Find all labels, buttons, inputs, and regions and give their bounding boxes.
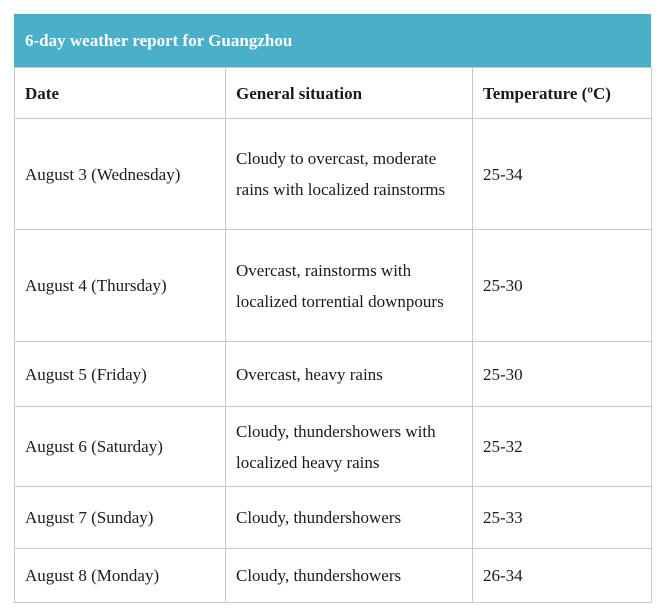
cell-date: August 5 (Friday): [14, 341, 226, 407]
header-row: Date General situation Temperature (ºC): [14, 67, 652, 119]
header-date: Date: [14, 67, 226, 119]
cell-situation: Cloudy, thundershowers: [225, 548, 473, 603]
cell-temperature: 25-30: [472, 341, 652, 407]
table-row: August 3 (Wednesday) Cloudy to overcast,…: [14, 118, 652, 230]
table-row: August 7 (Sunday) Cloudy, thundershowers…: [14, 486, 652, 549]
weather-report: 6-day weather report for Guangzhou Date …: [14, 14, 652, 603]
cell-temperature: 25-33: [472, 486, 652, 549]
cell-date: August 8 (Monday): [14, 548, 226, 603]
weather-table: Date General situation Temperature (ºC) …: [14, 67, 652, 603]
cell-date: August 4 (Thursday): [14, 229, 226, 342]
header-situation: General situation: [225, 67, 473, 119]
table-row: August 5 (Friday) Overcast, heavy rains …: [14, 341, 652, 407]
report-title: 6-day weather report for Guangzhou: [14, 14, 651, 67]
cell-situation: Overcast, rainstorms with localized torr…: [225, 229, 473, 342]
table-row: August 6 (Saturday) Cloudy, thundershowe…: [14, 406, 652, 487]
cell-temperature: 25-30: [472, 229, 652, 342]
cell-situation: Overcast, heavy rains: [225, 341, 473, 407]
cell-situation: Cloudy, thundershowers: [225, 486, 473, 549]
cell-date: August 3 (Wednesday): [14, 118, 226, 230]
table-row: August 8 (Monday) Cloudy, thundershowers…: [14, 548, 652, 603]
cell-date: August 6 (Saturday): [14, 406, 226, 487]
cell-date: August 7 (Sunday): [14, 486, 226, 549]
cell-temperature: 25-34: [472, 118, 652, 230]
cell-situation: Cloudy to overcast, moderate rains with …: [225, 118, 473, 230]
cell-situation: Cloudy, thundershowers with localized he…: [225, 406, 473, 487]
table-row: August 4 (Thursday) Overcast, rainstorms…: [14, 229, 652, 342]
header-temperature: Temperature (ºC): [472, 67, 652, 119]
cell-temperature: 25-32: [472, 406, 652, 487]
cell-temperature: 26-34: [472, 548, 652, 603]
